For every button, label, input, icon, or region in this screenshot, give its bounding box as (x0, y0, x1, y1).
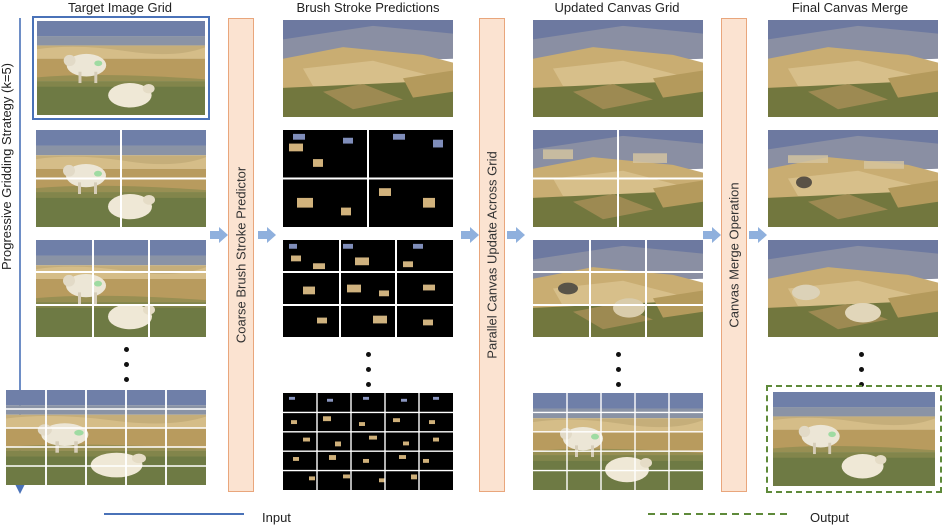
updated-canvas-level-1 (533, 20, 703, 117)
brush-prediction-level-1 (283, 20, 453, 117)
target-image-grid-3x3 (36, 240, 206, 337)
arrow-right-icon (703, 227, 721, 243)
final-canvas-output (766, 385, 942, 493)
arrow-right-icon (507, 227, 525, 243)
title-final-canvas-merge: Final Canvas Merge (791, 0, 909, 15)
final-canvas-level-1 (768, 20, 938, 117)
ellipsis-dots (614, 352, 622, 397)
arrow-right-icon (210, 227, 228, 243)
ellipsis-dots (857, 352, 865, 397)
legend-input-line (104, 513, 244, 515)
final-canvas-level-2 (768, 130, 938, 227)
stage-label-merge: Canvas Merge Operation (726, 182, 742, 328)
stage-label-predictor: Coarse Brush Stroke Predictor (233, 166, 249, 344)
stage-coarse-brush-predictor: Coarse Brush Stroke Predictor (228, 18, 254, 492)
target-image-grid-2x2 (36, 130, 206, 227)
brush-prediction-level-5 (283, 393, 453, 490)
target-image-full (32, 16, 210, 120)
arrow-right-icon (258, 227, 276, 243)
arrow-right-icon (461, 227, 479, 243)
stage-label-parallel: Parallel Canvas Update Across Grid (484, 151, 500, 359)
brush-prediction-level-3 (283, 240, 453, 337)
target-image-grid-5x5 (6, 390, 206, 485)
side-label-progressive-gridding: Progressive Gridding Strategy (k=5) (0, 62, 14, 270)
stage-parallel-canvas-update: Parallel Canvas Update Across Grid (479, 18, 505, 492)
brush-prediction-level-2 (283, 130, 453, 227)
stage-canvas-merge: Canvas Merge Operation (721, 18, 747, 492)
title-target-image-grid: Target Image Grid (67, 0, 173, 15)
updated-canvas-level-3 (533, 240, 703, 337)
final-canvas-level-3 (768, 240, 938, 337)
title-updated-canvas-grid: Updated Canvas Grid (554, 0, 680, 15)
updated-canvas-level-2 (533, 130, 703, 227)
legend-output-line (648, 513, 788, 515)
updated-canvas-level-5 (533, 393, 703, 490)
legend-output-label: Output (810, 510, 850, 525)
ellipsis-dots (122, 347, 130, 392)
ellipsis-dots (364, 352, 372, 397)
title-brush-stroke-predictions: Brush Stroke Predictions (296, 0, 440, 15)
legend-input-label: Input (262, 510, 291, 525)
arrow-right-icon (749, 227, 767, 243)
